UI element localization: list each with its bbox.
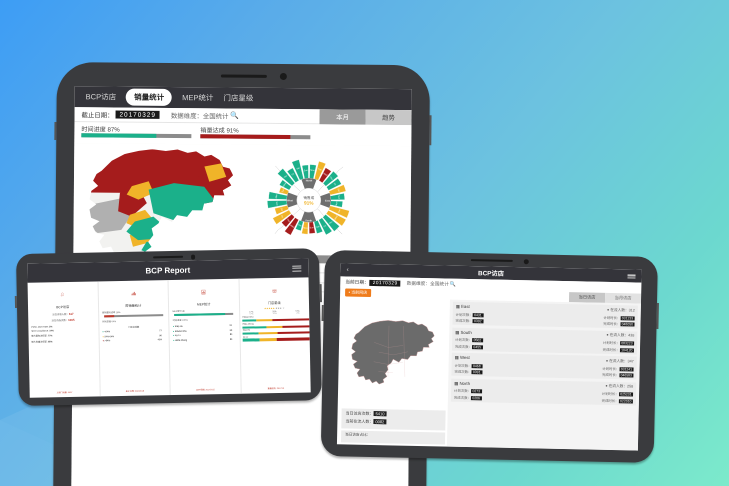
svg-text:销售成: 销售成 [303,195,314,200]
svg-text:East: East [325,200,330,203]
svg-text:West: West [287,199,293,202]
svg-text:91%: 91% [304,201,314,207]
svg-text:North: North [306,179,313,182]
svg-text:South: South [305,219,312,222]
